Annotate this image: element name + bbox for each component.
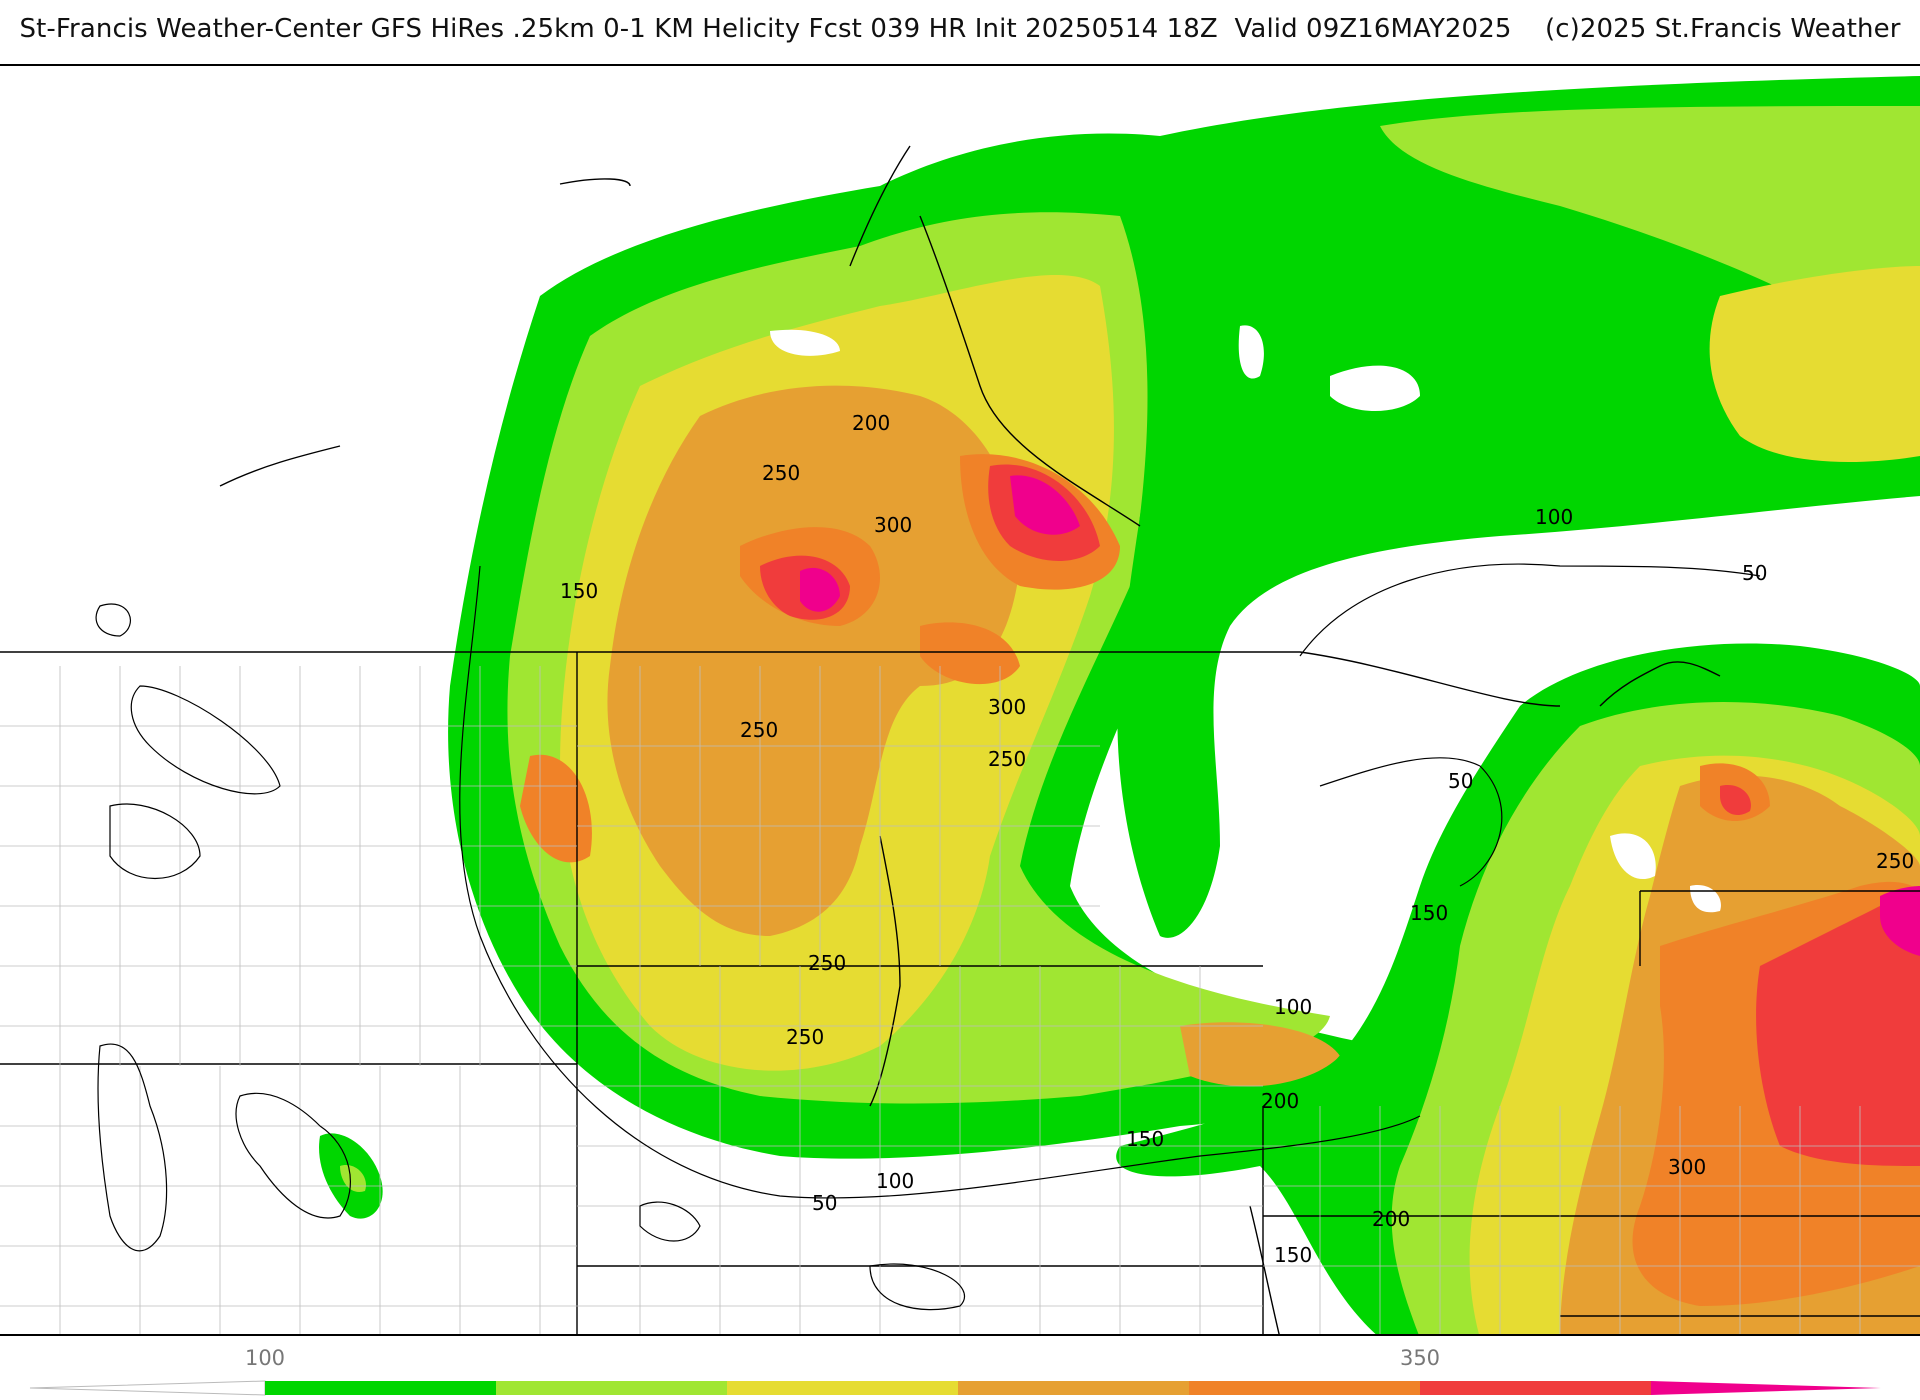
contour-label: 300: [874, 513, 912, 537]
white-hole: [770, 325, 1721, 913]
county-line: [0, 725, 577, 1027]
colorbar: [29, 1380, 1881, 1396]
chart-title: St-Francis Weather-Center GFS HiRes .25k…: [19, 14, 1901, 44]
colorbar-swatches: [265, 1381, 1881, 1395]
county-line: [1263, 1145, 1920, 1267]
contour-label: 150: [560, 579, 598, 603]
colorbar-swatch: [265, 1381, 496, 1395]
ne-fill-100: [1117, 76, 1920, 938]
river: [1249, 1205, 1280, 1334]
county-lines: [0, 666, 1920, 1334]
colorbar-tick-label: 350: [1399, 1346, 1441, 1370]
colorbar-swatch: [727, 1381, 958, 1395]
se-fill-400: [1880, 886, 1920, 956]
contour-label: 150: [1126, 1127, 1164, 1151]
county-line: [0, 1066, 577, 1334]
contour-label: 150: [1410, 901, 1448, 925]
ne-fill-200: [1709, 266, 1920, 462]
helicity-map: 200 250 300 150 250 300 250 250 250 100 …: [0, 76, 1920, 1334]
isolated-cell-fill-inner: [340, 1165, 366, 1192]
county-line: [1319, 1106, 1861, 1334]
colorbar-swatch: [958, 1381, 1189, 1395]
colorbar-swatch: [1420, 1381, 1651, 1395]
northeast-helicity-region: [1117, 76, 1920, 938]
county-line: [577, 666, 1100, 966]
map-panel: 200 250 300 150 250 300 250 250 250 100 …: [0, 64, 1920, 1336]
contour-label: 250: [740, 718, 778, 742]
colorbar-area: 100 350: [0, 1336, 1920, 1400]
contour-line-zero: [130, 685, 281, 795]
colorbar-left-arrow: [29, 1380, 266, 1396]
contour-label: 300: [988, 695, 1026, 719]
contour-line-zero: [109, 803, 201, 880]
contour-line-zero: [869, 1263, 966, 1311]
contour-line-zero: [95, 603, 131, 637]
contour-line-50: [1319, 757, 1503, 887]
contour-label: 150: [1274, 1243, 1312, 1267]
contour-label: 100: [1535, 505, 1573, 529]
contour-line-zero: [97, 1043, 168, 1252]
colorbar-tick-label: 100: [244, 1346, 286, 1370]
contour-label: 50: [812, 1191, 837, 1215]
contour-label: 50: [1742, 561, 1767, 585]
colorbar-swatch: [1651, 1381, 1881, 1395]
contour-line-zero: [235, 1092, 351, 1219]
contour-label: 200: [1372, 1207, 1410, 1231]
river: [869, 835, 901, 1107]
contour-fill-250b: [1180, 1022, 1340, 1087]
contour-label: 250: [808, 951, 846, 975]
county-line: [577, 966, 1263, 1334]
contour-label: 250: [988, 747, 1026, 771]
contour-label: 100: [1274, 995, 1312, 1019]
contour-label: 250: [1876, 849, 1914, 873]
contour-labels: 200 250 300 150 250 300 250 250 250 100 …: [560, 411, 1914, 1267]
southeast-helicity-region: [1116, 643, 1920, 1334]
contour-line-50: [1299, 563, 1761, 657]
contour-label: 200: [852, 411, 890, 435]
coastline: [849, 145, 1141, 527]
colorbar-swatch: [496, 1381, 727, 1395]
isolated-cells: [319, 325, 1721, 1219]
contour-lines: [95, 563, 1761, 1311]
contour-label: 250: [762, 461, 800, 485]
contour-line-zero: [639, 1201, 701, 1242]
contour-fill-400: [800, 475, 1080, 612]
contour-label: 50: [1448, 769, 1473, 793]
ne-fill-150: [1380, 106, 1920, 366]
contour-label: 100: [876, 1169, 914, 1193]
contour-fill-250: [607, 385, 1020, 936]
colorbar-swatch: [1189, 1381, 1420, 1395]
coastline: [1599, 661, 1721, 707]
political-boundaries: [0, 145, 1920, 1334]
western-helicity-region: [448, 133, 1383, 1159]
canada-us-border: [0, 651, 1561, 707]
contour-label: 250: [786, 1025, 824, 1049]
contour-label: 300: [1668, 1155, 1706, 1179]
county-line: [59, 666, 541, 1066]
coastline: [219, 178, 631, 487]
se-fill-350: [1720, 785, 1920, 1166]
contour-line-50: [459, 565, 1421, 1199]
contour-label: 200: [1261, 1089, 1299, 1113]
